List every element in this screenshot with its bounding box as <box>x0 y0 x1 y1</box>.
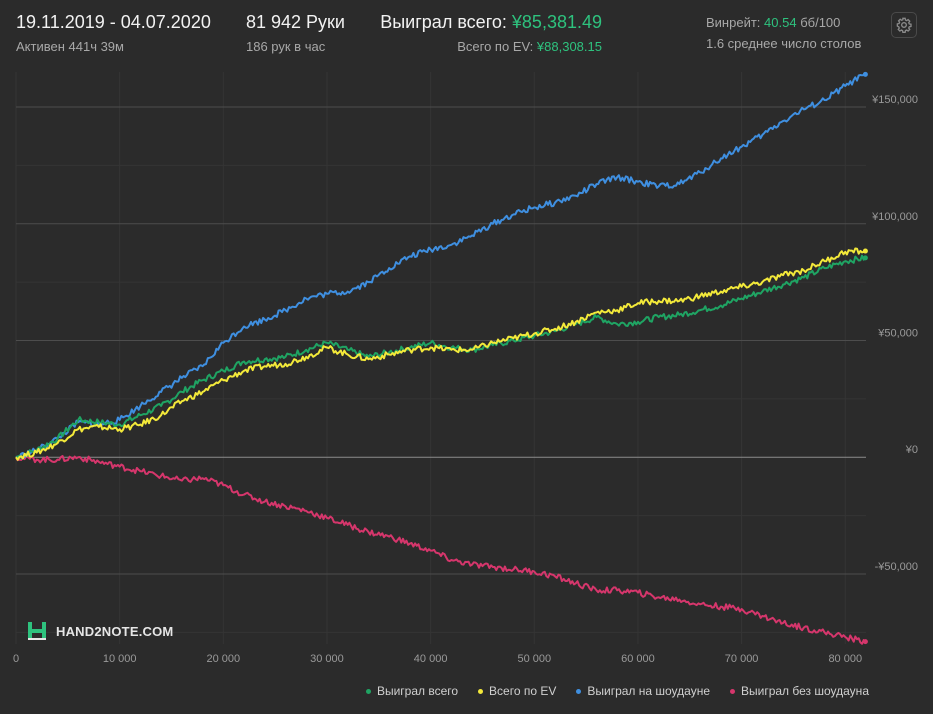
legend-label: Всего по EV <box>489 684 557 698</box>
series-line <box>15 73 866 459</box>
legend-item[interactable]: Всего по EV <box>478 684 556 698</box>
y-tick-label: ¥100,000 <box>871 211 918 223</box>
legend-label: Выиграл без шоудауна <box>741 684 869 698</box>
y-tick-label: ¥0 <box>905 444 918 456</box>
total-won-value: ¥85,381.49 <box>511 12 602 32</box>
x-tick-label: 70 000 <box>725 653 759 665</box>
y-tick-label: ¥50,000 <box>877 327 918 339</box>
y-tick-label: ¥150,000 <box>871 94 918 106</box>
series-end-point <box>862 248 868 254</box>
ev-total: Всего по EV: ¥88,308.15 <box>378 39 602 54</box>
x-tick-label: 10 000 <box>103 653 137 665</box>
hands-block: 81 942 Руки 186 рук в час <box>246 12 345 54</box>
x-tick-label: 0 <box>13 653 19 665</box>
chart-legend: Выиграл всего Всего по EV Выиграл на шоуда… <box>365 684 869 698</box>
legend-item[interactable]: Выиграл без шоудауна <box>730 684 869 698</box>
legend-item[interactable]: Выиграл на шоудауне <box>576 684 710 698</box>
series-line <box>15 254 867 459</box>
x-tick-label: 30 000 <box>310 653 344 665</box>
total-won-label: Выиграл всего: <box>380 12 507 32</box>
x-tick-label: 80 000 <box>828 653 862 665</box>
x-tick-label: 60 000 <box>621 653 655 665</box>
total-won: Выиграл всего: ¥85,381.49 <box>378 12 602 33</box>
series-line <box>15 247 866 461</box>
tables-average: 1.6 среднее число столов <box>706 36 862 51</box>
series-line <box>15 454 867 645</box>
winrate-label: Винрейт: <box>706 15 761 30</box>
series-end-point <box>862 255 868 261</box>
hands-count: 81 942 Руки <box>246 12 345 32</box>
x-tick-label: 50 000 <box>517 653 551 665</box>
legend-item[interactable]: Выиграл всего <box>365 684 459 698</box>
winrate-block: Винрейт: 40.54 бб/100 1.6 среднее число … <box>706 12 861 51</box>
hands-per-hour: 186 рук в час <box>246 39 326 54</box>
series-end-point <box>862 71 868 77</box>
legend-label: Выиграл всего <box>376 684 459 698</box>
winrate-value: 40.54 <box>764 15 797 30</box>
legend-dot-icon <box>576 688 582 694</box>
ev-value: ¥88,308.15 <box>536 39 602 54</box>
gear-icon <box>896 17 912 33</box>
legend-dot-icon <box>730 688 735 694</box>
profit-chart: -¥50,000 ¥0 ¥50,000 ¥100,000 ¥150,000 0 10 000… <box>13 71 918 665</box>
chart-area: -¥50,000 ¥0 ¥50,000 ¥100,000 ¥150,000 0 10 000… <box>0 64 933 714</box>
series-end-point <box>862 639 868 645</box>
ev-label: Всего по EV: <box>457 39 534 54</box>
hand2note-logo: HAND2NOTE.COM <box>26 620 173 642</box>
y-tick-label: -¥50,000 <box>875 561 918 573</box>
winrate: Винрейт: 40.54 бб/100 <box>706 15 861 30</box>
legend-label: Выиграл на шоудауне <box>587 684 710 698</box>
hand2note-logo-icon <box>28 622 46 640</box>
stats-header: 19.11.2019 - 04.07.2020 Активен 441ч 39м… <box>0 0 933 60</box>
legend-dot-icon <box>365 688 371 694</box>
date-block: 19.11.2019 - 04.07.2020 Активен 441ч 39м <box>16 12 211 54</box>
date-range: 19.11.2019 - 04.07.2020 <box>16 12 211 32</box>
active-time: Активен 441ч 39м <box>16 39 124 54</box>
logo-text: HAND2NOTE.COM <box>56 623 174 639</box>
winnings-block: Выиграл всего: ¥85,381.49 Всего по EV: ¥… <box>378 12 602 54</box>
x-tick-label: 20 000 <box>206 653 240 665</box>
winrate-unit: бб/100 <box>800 15 841 30</box>
x-tick-label: 40 000 <box>414 653 448 665</box>
settings-button[interactable] <box>891 12 917 38</box>
legend-dot-icon <box>478 688 484 694</box>
